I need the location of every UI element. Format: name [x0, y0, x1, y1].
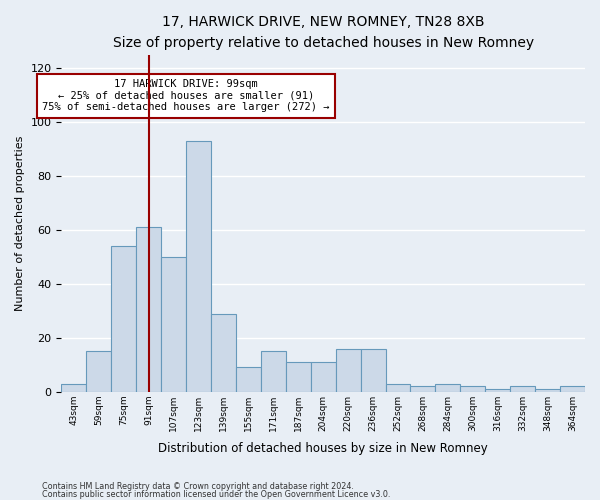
- X-axis label: Distribution of detached houses by size in New Romney: Distribution of detached houses by size …: [158, 442, 488, 455]
- Y-axis label: Number of detached properties: Number of detached properties: [15, 136, 25, 311]
- Bar: [236, 368, 261, 392]
- Bar: [560, 386, 585, 392]
- Bar: [286, 362, 311, 392]
- Bar: [485, 389, 510, 392]
- Bar: [86, 352, 111, 392]
- Text: Contains public sector information licensed under the Open Government Licence v3: Contains public sector information licen…: [42, 490, 391, 499]
- Title: 17, HARWICK DRIVE, NEW ROMNEY, TN28 8XB
Size of property relative to detached ho: 17, HARWICK DRIVE, NEW ROMNEY, TN28 8XB …: [113, 15, 534, 50]
- Bar: [386, 384, 410, 392]
- Bar: [136, 228, 161, 392]
- Bar: [61, 384, 86, 392]
- Bar: [361, 348, 386, 392]
- Bar: [111, 246, 136, 392]
- Text: Contains HM Land Registry data © Crown copyright and database right 2024.: Contains HM Land Registry data © Crown c…: [42, 482, 354, 491]
- Bar: [161, 257, 186, 392]
- Text: 17 HARWICK DRIVE: 99sqm
← 25% of detached houses are smaller (91)
75% of semi-de: 17 HARWICK DRIVE: 99sqm ← 25% of detache…: [43, 79, 330, 112]
- Bar: [186, 141, 211, 392]
- Bar: [311, 362, 335, 392]
- Bar: [211, 314, 236, 392]
- Bar: [535, 389, 560, 392]
- Bar: [261, 352, 286, 392]
- Bar: [335, 348, 361, 392]
- Bar: [436, 384, 460, 392]
- Bar: [410, 386, 436, 392]
- Bar: [460, 386, 485, 392]
- Bar: [510, 386, 535, 392]
